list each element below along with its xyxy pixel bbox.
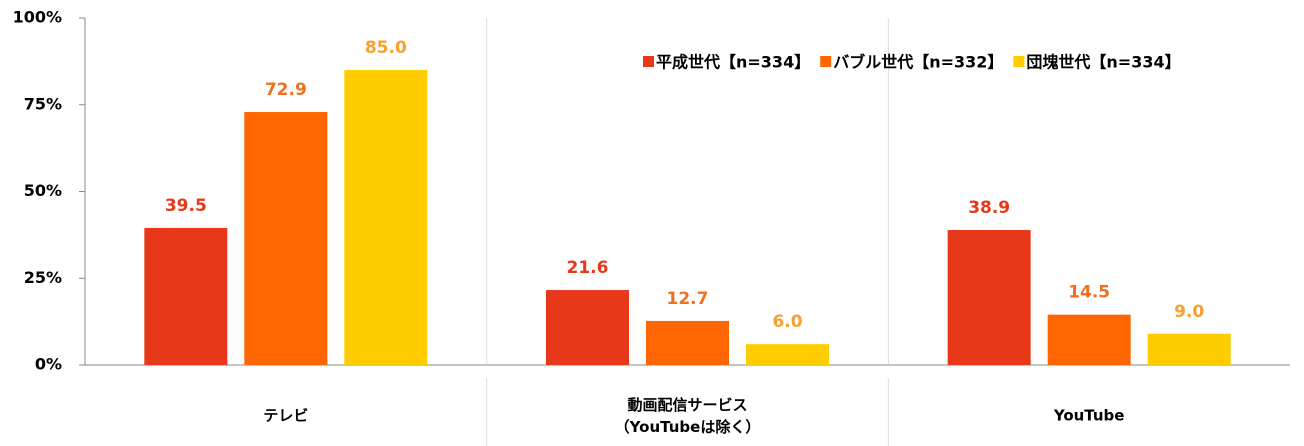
legend-label: バブル世代【n=332】: [833, 53, 1003, 72]
data-label: 21.6: [567, 258, 609, 278]
legend-label: 団塊世代【n=334】: [1026, 53, 1180, 72]
legend: 平成世代【n=334】 バブル世代【n=332】 団塊世代【n=334】: [643, 53, 1181, 72]
y-tick-label: 75%: [24, 94, 62, 113]
data-label: 39.5: [165, 196, 207, 216]
y-tick-label: 100%: [13, 8, 62, 27]
y-tick-label: 50%: [24, 181, 62, 200]
bar: [344, 70, 428, 366]
x-tick-label: 動画配信サービス（YouTubeは除く）: [615, 396, 761, 436]
x-tick-label: YouTube: [1053, 407, 1125, 425]
data-label: 85.0: [365, 38, 407, 58]
legend-swatch: [1013, 56, 1025, 67]
legend-swatch: [643, 56, 654, 67]
y-tick-label: 25%: [24, 268, 62, 287]
bar: [1047, 314, 1131, 365]
bar: [746, 344, 829, 365]
bar: [1147, 333, 1231, 365]
legend-swatch: [820, 56, 832, 67]
bar: [244, 112, 328, 365]
bar: [144, 227, 228, 365]
data-label: 6.0: [772, 312, 802, 332]
legend-label: 平成世代【n=334】: [656, 53, 810, 72]
y-tick-label: 0%: [35, 355, 62, 374]
data-label: 14.5: [1068, 283, 1110, 303]
bar: [646, 320, 729, 365]
data-label: 9.0: [1174, 302, 1204, 322]
bar: [947, 230, 1031, 365]
data-label: 72.9: [265, 80, 307, 100]
data-label: 38.9: [968, 198, 1010, 218]
data-label: 12.7: [667, 289, 709, 309]
x-tick-label: テレビ: [263, 407, 308, 425]
bar: [546, 290, 629, 365]
